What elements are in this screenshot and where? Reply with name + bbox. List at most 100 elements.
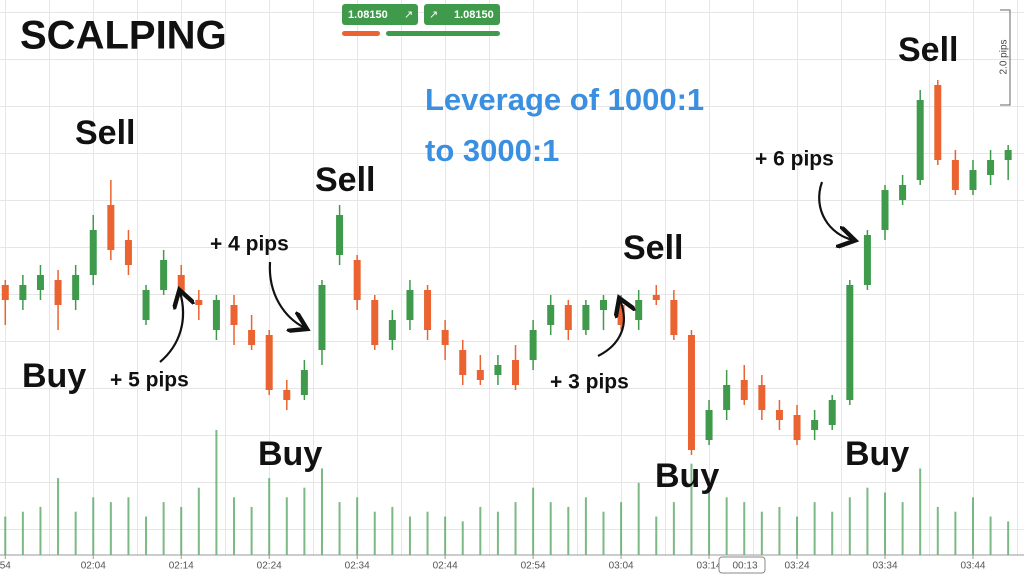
volume-bar: [813, 502, 816, 555]
candle-body: [19, 285, 27, 300]
volume-bar: [532, 487, 535, 555]
candle-body: [811, 420, 819, 430]
scale-label: 2.0 pips: [999, 39, 1010, 74]
volume-bar: [725, 497, 728, 555]
candle-body: [916, 100, 924, 180]
candle-body: [969, 170, 977, 190]
volume-bar: [884, 492, 887, 555]
candle-body: [248, 330, 256, 345]
sell-bar: [342, 31, 380, 36]
volume-bar: [831, 511, 834, 555]
volume-bar: [496, 511, 499, 555]
x-tick-label: 02:34: [345, 561, 370, 572]
candle-body: [828, 400, 836, 425]
volume-bar: [74, 511, 77, 555]
arrows: [159, 181, 853, 363]
plot-area: [1, 80, 1012, 555]
annotation: + 3 pips: [550, 371, 629, 394]
annotation: + 4 pips: [210, 233, 289, 256]
candle-body: [124, 240, 132, 265]
bid-button[interactable]: [342, 4, 418, 25]
x-tick-label: 02:04: [81, 561, 106, 572]
volume-bar: [391, 506, 394, 555]
volume-bar: [760, 511, 763, 555]
candle-body: [89, 230, 97, 275]
x-tick-label: 03:24: [785, 561, 810, 572]
volume-bar: [479, 506, 482, 555]
candle-body: [564, 305, 572, 330]
scale-bar: [1000, 9, 1011, 106]
volume-bar: [655, 516, 658, 555]
annotation: Sell: [623, 229, 683, 267]
volume-bar: [408, 516, 411, 555]
candle-body: [388, 320, 396, 340]
candle-body: [987, 160, 995, 175]
volume-bar: [303, 487, 306, 555]
volume-bar: [549, 502, 552, 555]
candle-body: [406, 290, 414, 320]
volume-bar: [866, 487, 869, 555]
volume-bar: [567, 506, 570, 555]
chart-title: SCALPING: [20, 14, 227, 58]
annotation: Sell: [898, 31, 958, 69]
volume-bar: [901, 502, 904, 555]
candle-body: [899, 185, 907, 200]
candle-body: [635, 300, 643, 320]
bid-price: 1.08150: [348, 9, 388, 21]
volume-bar: [954, 511, 957, 555]
x-tick-label: 02:44: [433, 561, 458, 572]
annotation: + 6 pips: [755, 148, 834, 171]
candle-body: [195, 300, 203, 305]
candle-body: [758, 385, 766, 410]
candle-body: [107, 205, 115, 250]
volume-bar: [180, 506, 183, 555]
candle-body: [846, 285, 854, 400]
x-tick-label: 54: [0, 561, 11, 572]
annotation: Buy: [22, 357, 86, 395]
volume-bar: [4, 516, 7, 555]
volume-bar: [1007, 521, 1010, 555]
volume-bar: [250, 506, 253, 555]
ask-button[interactable]: [424, 4, 500, 25]
candle-body: [775, 410, 783, 420]
volume-bar: [971, 497, 974, 555]
ask-icon: ↗: [429, 9, 438, 21]
volume-bar: [637, 482, 640, 555]
x-tick-label: 02:54: [521, 561, 546, 572]
x-tick-label: 03:44: [960, 561, 985, 572]
annotation: Sell: [315, 161, 375, 199]
candle-body: [512, 360, 520, 385]
candle-body: [863, 235, 871, 285]
x-tick-label: 02:14: [169, 561, 194, 572]
candle-body: [793, 415, 801, 440]
volume-bar: [514, 502, 517, 555]
candle-body: [1004, 150, 1012, 160]
candle-body: [652, 295, 660, 300]
candle-body: [723, 385, 731, 410]
x-axis: 54 02:04 02:14 02:24 02:34 02:44 02:54 03:04 03:…: [0, 555, 986, 572]
volume-bar: [145, 516, 148, 555]
volume-bar: [936, 506, 939, 555]
annotation: Buy: [655, 457, 719, 495]
volume-bar: [796, 516, 799, 555]
candle-body: [318, 285, 326, 350]
annotation: Sell: [75, 114, 135, 152]
volume-bar: [197, 487, 200, 555]
candle-body: [212, 300, 220, 330]
annotation: + 5 pips: [110, 369, 189, 392]
x-tick-label: 03:04: [609, 561, 634, 572]
candle-body: [547, 305, 555, 325]
volume-bar: [708, 478, 711, 555]
volume-bar: [215, 430, 218, 555]
candle-body: [476, 370, 484, 380]
volume-bar: [109, 502, 112, 555]
candle-body: [265, 335, 273, 390]
candle-body: [934, 85, 942, 160]
annotation: Buy: [258, 435, 322, 473]
candle-body: [441, 330, 449, 345]
candle-body: [72, 275, 80, 300]
volume-bar: [127, 497, 130, 555]
x-tick-label: 03:34: [872, 561, 897, 572]
volume-bar: [690, 463, 693, 555]
